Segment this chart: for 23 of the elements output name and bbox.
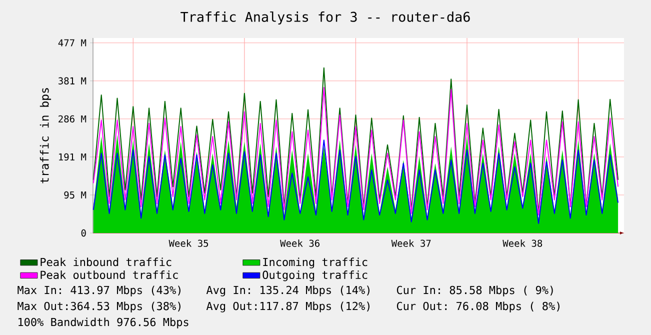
- x-tick-label: Week 35: [168, 240, 208, 247]
- text: Cur Out: 76.08 Mbps ( 8%): [396, 302, 560, 312]
- y-axis-title: traffic in bps: [40, 88, 52, 184]
- y-tick-label: 95 M: [64, 191, 86, 199]
- x-tick-label: Week 36: [280, 240, 320, 247]
- y-tick-label: 0: [81, 229, 86, 237]
- legend-label: Incoming traffic: [263, 258, 368, 268]
- x-tick-label: Week 37: [391, 240, 431, 247]
- legend-label: Outgoing traffic: [262, 270, 368, 282]
- legend-label: Peak inbound traffic: [40, 258, 172, 266]
- text: Max In: 413.97 Mbps (43%): [18, 286, 180, 296]
- text: Cur In: 85.58 Mbps ( 9%): [396, 286, 553, 296]
- text: Avg In: 135.24 Mbps (14%): [206, 286, 370, 296]
- y-tick-label: 381 M: [58, 77, 86, 84]
- text: 100% Bandwidth 976.56 Mbps: [18, 318, 188, 328]
- legend-label: Peak outbound traffic: [40, 270, 178, 280]
- y-tick-label: 286 M: [58, 115, 86, 123]
- chart-title: Traffic Analysis for 3 -- router-da6: [180, 11, 470, 25]
- text: Max Out:364.53 Mbps (38%): [18, 302, 180, 312]
- y-tick-label: 191 M: [59, 153, 86, 161]
- y-tick-label: 477 M: [58, 39, 86, 46]
- x-tick-label: Week 38: [502, 240, 542, 247]
- text: Avg Out:117.87 Mbps (12%): [206, 302, 370, 312]
